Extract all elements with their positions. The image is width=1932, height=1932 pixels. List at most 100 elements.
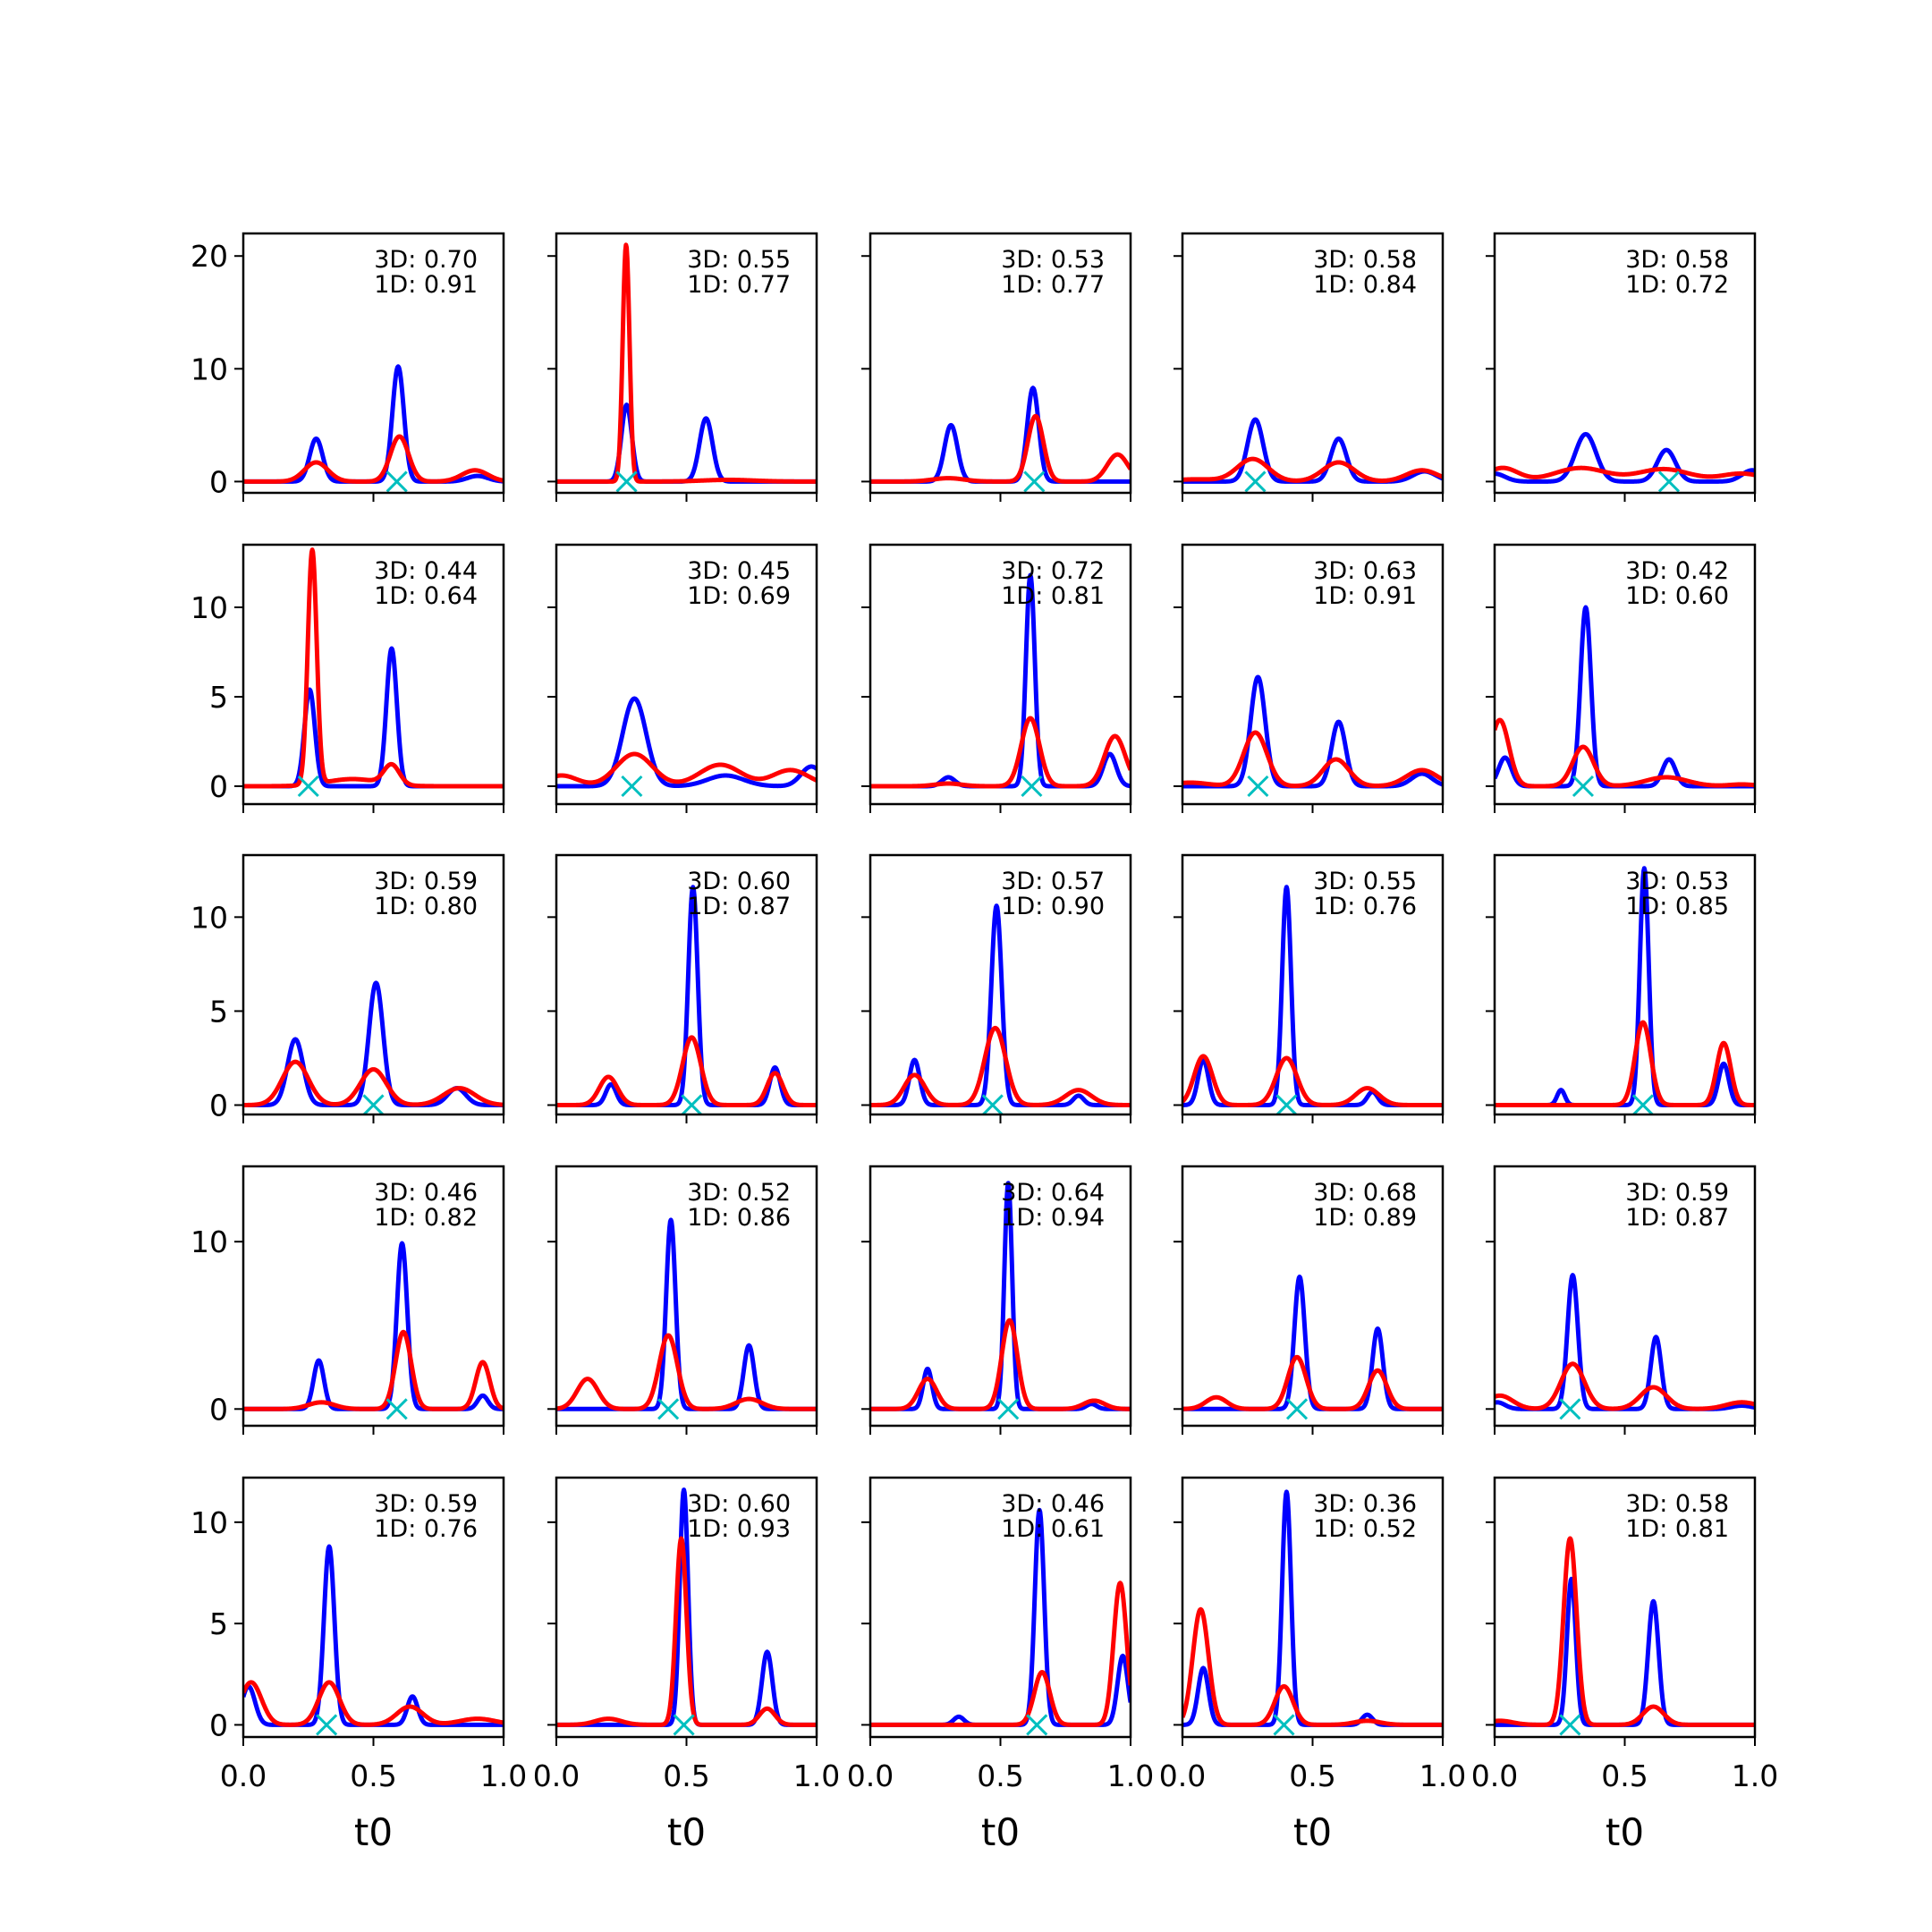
x-tick-label: 1.0: [1732, 1758, 1778, 1793]
score-3d-label: 3D: 0.59: [1625, 1179, 1729, 1207]
panel-curves: [870, 903, 1131, 1114]
panel-curves: [870, 572, 1131, 798]
marker-x: [297, 775, 319, 798]
marker-x: [316, 1714, 338, 1736]
x-tick-label: 0.0: [1471, 1758, 1518, 1793]
series-3d-line: [243, 1544, 504, 1727]
score-1d-label: 1D: 0.91: [374, 271, 478, 299]
score-3d-label: 3D: 0.55: [687, 246, 791, 274]
score-1d-label: 1D: 0.90: [1001, 893, 1105, 920]
panel-curves: [556, 1487, 817, 1736]
y-tick-label: 10: [191, 1224, 228, 1259]
marker-x: [615, 470, 638, 493]
panel-curves: [1495, 431, 1755, 493]
series-1d-line: [243, 1329, 504, 1411]
score-1d-label: 1D: 0.87: [687, 893, 791, 920]
x-tick-label: 0.5: [977, 1758, 1023, 1793]
x-tick-label: 1.0: [1419, 1758, 1466, 1793]
y-tick-label: 5: [209, 680, 228, 715]
panel-curves: [1182, 1489, 1443, 1736]
y-tick-label: 0: [209, 1707, 228, 1742]
series-1d-line: [870, 413, 1131, 484]
x-axis-label: t0: [667, 1810, 706, 1854]
x-tick-label: 0.0: [847, 1758, 894, 1793]
series-1d-line: [870, 716, 1131, 789]
marker-x: [1023, 470, 1046, 493]
series-3d-line: [870, 903, 1131, 1107]
x-tick-label: 1.0: [793, 1758, 840, 1793]
y-tick-label: 10: [191, 900, 228, 935]
score-1d-label: 1D: 0.77: [687, 271, 791, 299]
score-3d-label: 3D: 0.45: [687, 557, 791, 585]
series-1d-line: [243, 434, 504, 484]
marker-x: [1559, 1714, 1581, 1736]
score-1d-label: 1D: 0.76: [1313, 893, 1417, 920]
x-tick-label: 0.0: [1159, 1758, 1206, 1793]
marker-x: [997, 1398, 1020, 1420]
panel-curves: [870, 1181, 1131, 1420]
panel-curves: [556, 885, 817, 1114]
x-tick-label: 1.0: [480, 1758, 527, 1793]
score-1d-label: 1D: 0.85: [1625, 893, 1729, 920]
panel-curves: [870, 386, 1131, 493]
x-tick-label: 1.0: [1107, 1758, 1154, 1793]
score-1d-label: 1D: 0.81: [1001, 582, 1105, 610]
x-tick-label: 0.5: [663, 1758, 709, 1793]
series-1d-line: [556, 751, 817, 785]
panel-curves: [243, 364, 504, 493]
score-1d-label: 1D: 0.77: [1001, 271, 1105, 299]
marker-x: [1631, 1094, 1654, 1114]
score-3d-label: 3D: 0.72: [1001, 557, 1105, 585]
score-3d-label: 3D: 0.58: [1625, 246, 1729, 274]
series-1d-line: [1182, 1054, 1443, 1107]
panel-curves: [870, 1507, 1131, 1736]
marker-x: [1244, 470, 1267, 493]
marker-x: [1285, 1398, 1309, 1420]
series-1d-line: [1495, 1361, 1755, 1411]
score-1d-label: 1D: 0.76: [374, 1515, 478, 1543]
y-tick-label: 0: [209, 464, 228, 499]
x-tick-label: 0.5: [350, 1758, 396, 1793]
series-1d-line: [1182, 1606, 1443, 1727]
score-3d-label: 3D: 0.63: [1313, 557, 1417, 585]
panel-curves: [556, 1217, 817, 1420]
marker-x: [1572, 775, 1595, 798]
series-3d-line: [556, 1487, 817, 1727]
score-1d-label: 1D: 0.69: [687, 582, 791, 610]
y-tick-label: 20: [191, 239, 228, 274]
score-1d-label: 1D: 0.80: [374, 893, 478, 920]
series-3d-line: [1182, 674, 1443, 789]
score-1d-label: 1D: 0.61: [1001, 1515, 1105, 1543]
marker-x: [657, 1398, 680, 1420]
series-1d-line: [243, 1680, 504, 1727]
score-1d-label: 1D: 0.94: [1001, 1204, 1105, 1232]
score-3d-label: 3D: 0.36: [1313, 1490, 1417, 1518]
panel-curves: [243, 1241, 504, 1420]
score-3d-label: 3D: 0.60: [687, 868, 791, 895]
series-3d-line: [556, 402, 817, 484]
series-3d-line: [870, 386, 1131, 484]
y-tick-label: 5: [209, 1606, 228, 1641]
marker-x: [386, 1398, 408, 1420]
score-3d-label: 3D: 0.46: [374, 1179, 478, 1207]
series-3d-line: [1495, 1576, 1755, 1727]
marker-x: [1247, 775, 1269, 798]
score-3d-label: 3D: 0.58: [1313, 246, 1417, 274]
panel-curves: [243, 1544, 504, 1736]
panel-curves: [556, 242, 817, 493]
series-1d-line: [243, 1059, 504, 1107]
series-3d-line: [1182, 417, 1443, 484]
